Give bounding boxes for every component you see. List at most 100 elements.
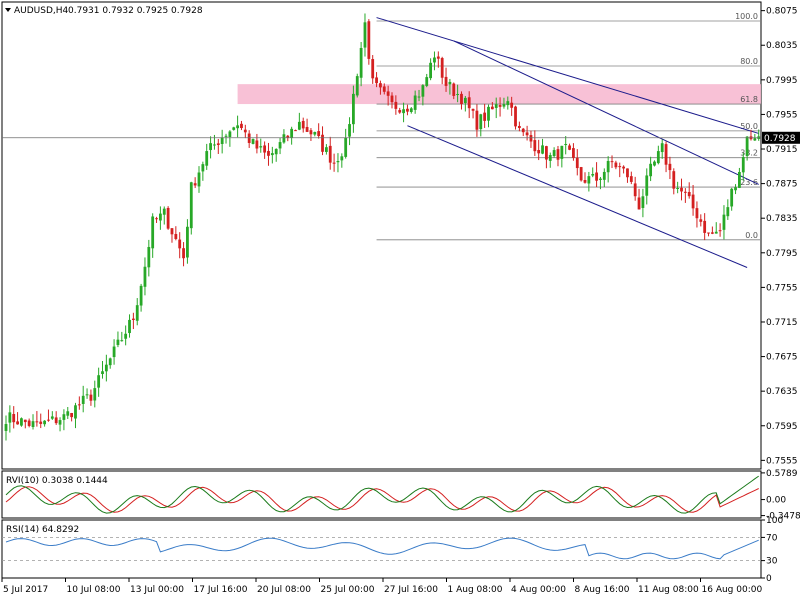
rsi-tick-label: 70 — [766, 533, 778, 543]
candle — [309, 128, 313, 141]
candle — [498, 97, 502, 117]
candle — [606, 156, 610, 183]
candle — [730, 187, 734, 211]
candle — [43, 420, 46, 427]
price-tick-label: 0.8035 — [766, 41, 798, 51]
candle — [112, 339, 116, 365]
rvi-tick-label: 0.00 — [766, 496, 786, 506]
candle — [502, 97, 506, 109]
rvi-main-line — [5, 475, 759, 514]
candle — [220, 129, 224, 154]
price-tick-label: 0.7755 — [766, 283, 798, 293]
candle — [676, 181, 680, 194]
candle — [12, 406, 16, 429]
candle — [62, 409, 66, 431]
candle — [263, 141, 267, 159]
candle — [251, 138, 255, 145]
candle — [541, 138, 544, 155]
candle — [359, 42, 363, 87]
fib-level-label: 80.0 — [740, 57, 758, 66]
candle — [367, 19, 371, 65]
candle — [267, 142, 270, 166]
candle — [479, 113, 483, 137]
candle — [653, 160, 656, 167]
candle — [85, 388, 89, 399]
candle — [89, 389, 93, 406]
candle — [382, 83, 386, 95]
time-tick-label: 17 Jul 16:00 — [194, 585, 248, 595]
candle — [460, 91, 463, 110]
candle — [637, 188, 641, 210]
candle — [340, 153, 344, 168]
candle — [394, 95, 398, 115]
candle — [371, 55, 375, 84]
candle — [664, 141, 668, 173]
candle — [159, 206, 162, 230]
candle — [259, 138, 263, 153]
price-tick-label: 0.7915 — [766, 145, 798, 155]
candle — [525, 125, 529, 141]
candle — [8, 405, 12, 433]
current-price-label: 0.7928 — [764, 134, 796, 144]
rsi-tick-label: 100 — [766, 516, 783, 526]
rvi-title: RVI(10) 0.3038 0.1444 — [6, 476, 108, 486]
candle — [656, 145, 660, 165]
candle — [39, 413, 43, 429]
candle — [456, 84, 460, 103]
time-tick-label: 25 Jul 00:00 — [321, 585, 375, 595]
candle — [398, 107, 402, 114]
candle — [70, 412, 74, 422]
time-tick-label: 20 Jul 08:00 — [257, 585, 311, 595]
candle — [583, 172, 587, 184]
main-chart-frame — [1, 1, 762, 470]
symbol-dropdown-icon[interactable] — [5, 8, 11, 12]
candle — [205, 143, 209, 170]
candle — [124, 325, 128, 346]
price-tick-label: 0.7995 — [766, 76, 798, 86]
rsi-line — [5, 537, 759, 560]
candle — [93, 380, 97, 408]
candle — [741, 152, 745, 181]
fib-level-label: 100.0 — [735, 12, 758, 21]
candle — [738, 167, 741, 189]
candle — [556, 145, 560, 167]
price-tick-label: 0.7635 — [766, 387, 798, 397]
candle — [216, 138, 220, 154]
candle — [599, 176, 602, 190]
candle — [548, 152, 552, 168]
rsi-indicator: 100 70 30 0 — [2, 516, 783, 584]
candle — [170, 228, 174, 243]
candle — [402, 102, 405, 123]
fib-level-label: 61.8 — [740, 95, 758, 104]
candle — [440, 56, 444, 85]
candle — [467, 91, 471, 119]
candle — [151, 213, 155, 258]
channel-line-upper2 — [453, 40, 759, 185]
rsi-tick-label: 30 — [766, 557, 778, 567]
candle — [313, 131, 317, 137]
candle — [135, 298, 139, 326]
candle — [332, 153, 336, 172]
candle — [294, 129, 297, 132]
candle — [336, 153, 340, 173]
candle — [494, 97, 498, 119]
candle — [490, 102, 494, 110]
candle — [232, 126, 236, 131]
candle — [16, 412, 19, 425]
time-tick-label: 27 Jul 16:00 — [384, 585, 438, 595]
fib-level-label: 38.2 — [740, 149, 758, 158]
chart-header-ohlc: 0.7931 0.7932 0.7925 0.7928 — [68, 6, 203, 16]
channel-line-lower — [407, 125, 748, 268]
current-price-box — [762, 131, 800, 144]
channel-line-upper1 — [376, 17, 759, 134]
candle — [463, 95, 467, 112]
chart-header-symbol: AUDUSD,H4 — [14, 6, 69, 16]
candle — [305, 118, 309, 133]
candle — [436, 51, 440, 68]
time-tick-label: 10 Jul 08:00 — [67, 585, 121, 595]
candle — [703, 213, 707, 241]
candle — [390, 92, 394, 109]
candle — [243, 124, 247, 139]
candle — [448, 78, 452, 95]
